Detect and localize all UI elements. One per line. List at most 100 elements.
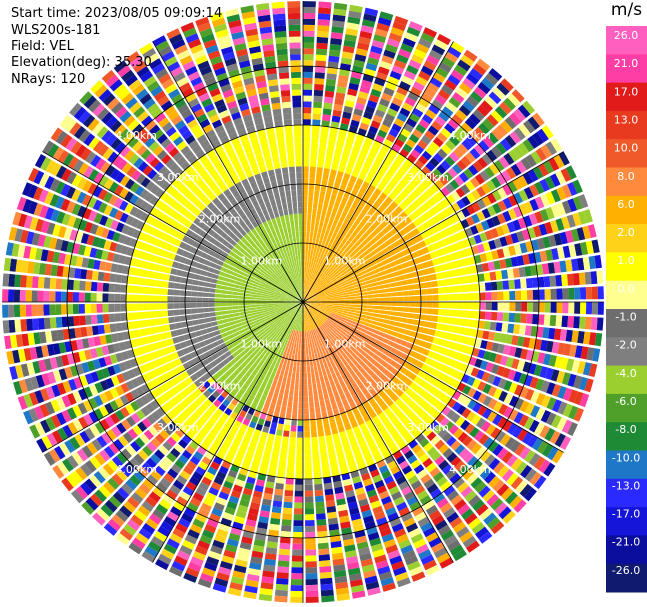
velocity-gate [353, 108, 364, 117]
velocity-gate [413, 538, 427, 549]
velocity-gate [106, 251, 115, 262]
velocity-gate [415, 123, 427, 134]
velocity-gate [351, 342, 359, 349]
velocity-gate [292, 336, 296, 343]
velocity-gate [346, 383, 354, 391]
velocity-gate [134, 268, 142, 277]
velocity-gate [571, 258, 579, 272]
velocity-gate [519, 400, 530, 413]
velocity-gate [291, 297, 298, 300]
velocity-gate [376, 22, 390, 32]
velocity-gate [389, 102, 401, 112]
velocity-gate [356, 346, 363, 353]
velocity-gate [44, 191, 55, 205]
velocity-gate [400, 374, 409, 383]
velocity-gate [484, 72, 499, 86]
velocity-gate [311, 371, 315, 379]
velocity-gate [585, 286, 593, 300]
velocity-gate [226, 306, 233, 311]
velocity-gate [372, 343, 380, 350]
velocity-gate [218, 491, 229, 501]
velocity-gate [400, 43, 414, 54]
velocity-gate [350, 302, 357, 305]
velocity-gate [311, 431, 318, 438]
velocity-gate [166, 436, 177, 447]
velocity-gate [346, 249, 353, 256]
velocity-gate [232, 302, 239, 306]
velocity-gate [114, 243, 123, 254]
velocity-gate [311, 243, 315, 250]
velocity-gate [334, 316, 341, 321]
velocity-gate [138, 311, 145, 320]
velocity-gate [284, 333, 289, 340]
velocity-gate [568, 287, 575, 300]
velocity-gate [167, 310, 174, 317]
velocity-gate [261, 576, 275, 584]
velocity-gate [231, 271, 239, 277]
velocity-gate [48, 448, 61, 463]
velocity-gate [173, 289, 180, 296]
velocity-gate [290, 425, 297, 432]
velocity-gate [596, 270, 604, 284]
velocity-gate [320, 125, 330, 133]
velocity-gate [490, 311, 498, 321]
velocity-gate [483, 321, 491, 330]
velocity-gate [341, 244, 348, 252]
velocity-gate [282, 326, 287, 332]
velocity-gate [374, 246, 382, 254]
velocity-gate [513, 243, 522, 255]
velocity-gate [257, 344, 264, 351]
velocity-gate [318, 309, 325, 313]
velocity-gate [555, 315, 563, 327]
velocity-gate [365, 62, 378, 72]
velocity-gate [466, 192, 476, 204]
velocity-gate [407, 193, 417, 203]
velocity-gate [280, 307, 287, 311]
velocity-gate [502, 210, 512, 222]
velocity-gate [329, 287, 336, 292]
velocity-gate [86, 360, 96, 372]
velocity-gate [532, 314, 539, 325]
velocity-gate [454, 250, 463, 260]
velocity-gate [382, 582, 396, 592]
velocity-gate [401, 317, 408, 324]
velocity-gate [344, 142, 353, 151]
velocity-gate [303, 18, 316, 25]
velocity-gate [317, 202, 323, 210]
velocity-gate [308, 336, 312, 343]
velocity-gate [250, 337, 258, 343]
velocity-gate [217, 275, 225, 281]
velocity-gate [529, 184, 540, 197]
velocity-gate [264, 552, 277, 561]
velocity-gate [183, 572, 198, 583]
velocity-gate [45, 386, 56, 400]
velocity-gate [594, 332, 603, 347]
velocity-gate [314, 276, 319, 283]
velocity-gate [33, 262, 41, 275]
velocity-gate [464, 423, 475, 435]
velocity-gate [472, 378, 481, 389]
velocity-gate [250, 556, 263, 565]
velocity-gate [346, 347, 354, 355]
velocity-gate [542, 236, 551, 249]
velocity-gate [321, 459, 329, 467]
velocity-gate [50, 399, 61, 413]
velocity-gate [187, 529, 200, 540]
velocity-gate [297, 307, 301, 313]
velocity-gate [423, 382, 432, 391]
velocity-gate [510, 232, 520, 244]
velocity-gate [427, 125, 439, 136]
velocity-gate [150, 318, 158, 326]
velocity-gate [367, 340, 375, 347]
velocity-gate [550, 189, 561, 203]
velocity-gate [67, 279, 74, 290]
velocity-gate [196, 262, 204, 270]
velocity-gate [343, 306, 350, 309]
velocity-gate [562, 302, 569, 314]
velocity-gate [435, 272, 443, 280]
velocity-gate [479, 311, 486, 320]
velocity-gate [23, 347, 32, 361]
velocity-gate [361, 472, 371, 482]
velocity-gate [477, 273, 485, 282]
velocity-gate [319, 566, 332, 573]
